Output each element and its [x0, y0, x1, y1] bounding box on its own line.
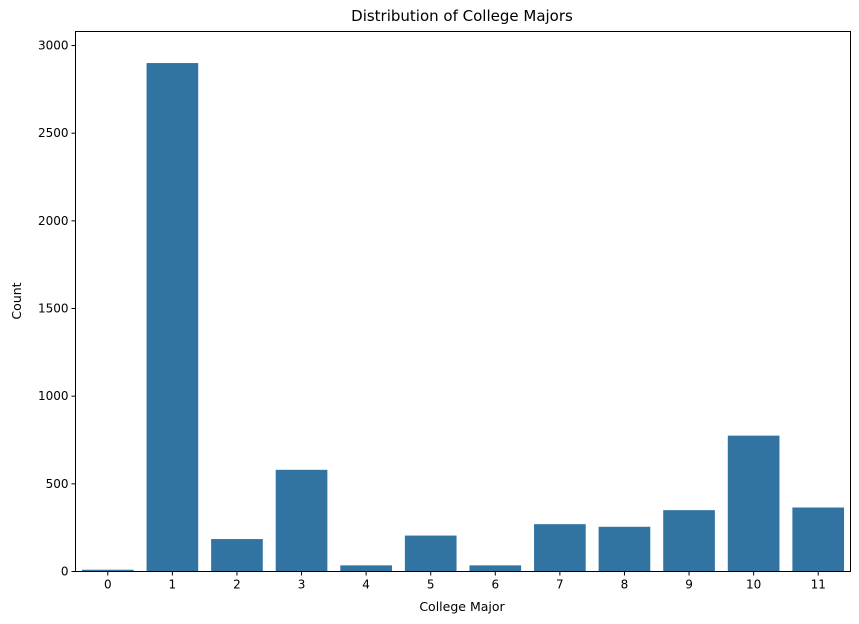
bar-4	[340, 565, 392, 572]
plot-area: 0 1 2 3 4 5 6 7 8 9 10 11 0 500 1000 1500 2000 2500 3000	[38, 39, 845, 592]
bar-11	[792, 507, 845, 572]
x-tick-label-2: 2	[233, 578, 241, 592]
bar-10	[727, 435, 780, 572]
bar-0	[81, 569, 134, 572]
x-tick-label-8: 8	[621, 578, 629, 592]
bar-5	[404, 535, 457, 572]
bar-3	[275, 469, 328, 572]
bar-6	[469, 565, 522, 572]
x-tick-label-1: 1	[169, 578, 177, 592]
plot-frame	[75, 31, 851, 572]
x-tick-label-10: 10	[746, 578, 761, 592]
bar-7	[534, 524, 586, 572]
y-axis-label: Count	[9, 282, 24, 319]
x-tick-label-11: 11	[811, 578, 826, 592]
bar-9	[663, 510, 715, 572]
y-tick-label-2500: 2500	[38, 126, 69, 140]
x-axis-label: College Major	[419, 599, 505, 614]
x-tick-label-0: 0	[104, 578, 112, 592]
y-tick-label-500: 500	[46, 477, 69, 491]
y-tick-label-3000: 3000	[38, 39, 69, 53]
chart-title: Distribution of College Majors	[351, 7, 573, 25]
y-tick-label-1000: 1000	[38, 389, 69, 403]
x-tick-label-9: 9	[685, 578, 693, 592]
y-tick-label-1500: 1500	[38, 302, 69, 316]
x-tick-label-5: 5	[427, 578, 435, 592]
bar-8	[598, 526, 651, 572]
y-tick-label-2000: 2000	[38, 214, 69, 228]
x-tick-label-4: 4	[362, 578, 370, 592]
bar-2	[211, 539, 263, 572]
x-tick-label-7: 7	[556, 578, 564, 592]
y-tick-label-0: 0	[61, 565, 69, 579]
bar-1	[146, 63, 199, 572]
x-tick-label-3: 3	[298, 578, 306, 592]
x-tick-label-6: 6	[491, 578, 499, 592]
